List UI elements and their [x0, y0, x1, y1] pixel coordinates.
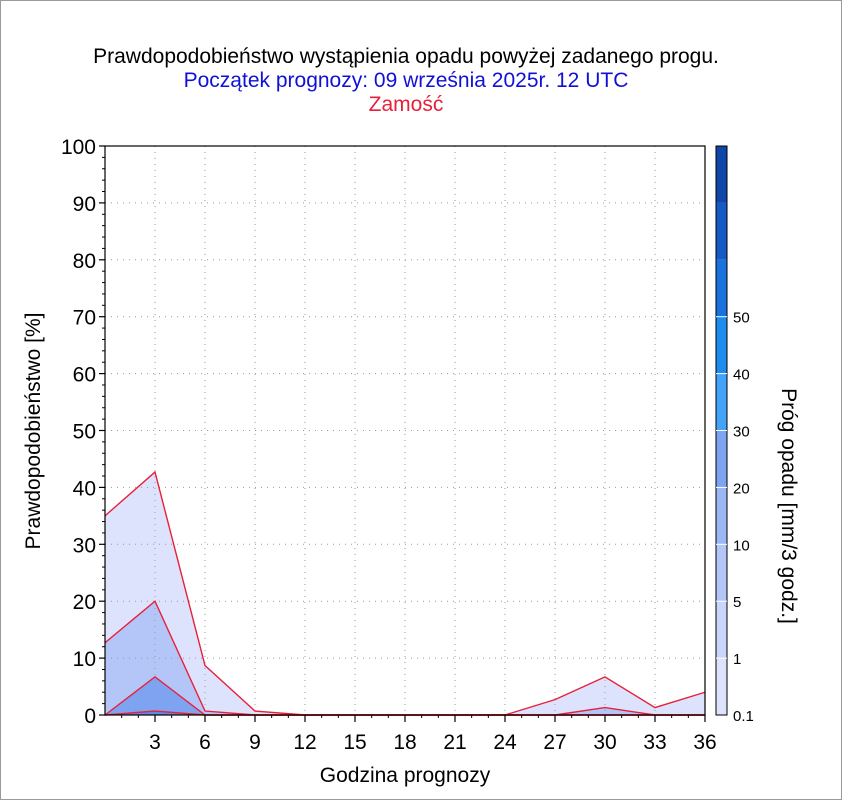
x-tick-label: 18	[393, 731, 416, 754]
colorbar-band	[716, 544, 727, 602]
colorbar-label: Próg opadu [mm/3 godz.]	[777, 388, 800, 624]
y-tick-label: 90	[73, 193, 96, 216]
colorbar-tick-label: 50	[733, 310, 750, 327]
colorbar-band	[716, 430, 727, 488]
y-axis-label: Prawdopodobieństwo [%]	[22, 313, 45, 550]
y-tick-label: 10	[73, 648, 96, 671]
y-tick-label: 60	[73, 364, 96, 387]
colorbar-band	[716, 487, 727, 545]
colorbar-tick-label: 1	[733, 651, 741, 668]
chart-location: Zamość	[369, 93, 444, 116]
colorbar-tick-label: 0.1	[733, 708, 754, 725]
y-tick-label: 30	[73, 534, 96, 557]
x-tick-label: 27	[543, 731, 566, 754]
x-tick-label: 30	[593, 731, 616, 754]
x-tick-label: 33	[643, 731, 666, 754]
y-tick-label: 0	[84, 705, 96, 728]
y-tick-label: 50	[73, 421, 96, 444]
x-axis-ticks: 3 6 9 12 15 18 21 24 27 30 33 36	[121, 715, 717, 754]
colorbar-tick-label: 10	[733, 537, 750, 554]
colorbar-band	[716, 373, 727, 431]
colorbar-band	[716, 316, 727, 374]
chart-title: Prawdopodobieństwo wystąpienia opadu pow…	[93, 45, 719, 68]
colorbar-tick-label: 20	[733, 480, 750, 497]
x-tick-label: 36	[693, 731, 716, 754]
x-tick-label: 21	[443, 731, 466, 754]
x-tick-label: 24	[493, 731, 517, 754]
colorbar-band	[716, 146, 727, 203]
y-tick-label: 80	[73, 250, 96, 273]
x-tick-label: 12	[293, 731, 316, 754]
colorbar-band	[716, 658, 727, 715]
x-axis-label: Godzina prognozy	[320, 764, 491, 787]
chart-subtitle: Początek prognozy: 09 września 2025r. 12…	[184, 69, 629, 92]
x-tick-label: 3	[149, 731, 161, 754]
grid-lines	[105, 146, 705, 715]
y-tick-label: 40	[73, 477, 96, 500]
colorbar-ticks: 0.1 1 5 10 20 30 40 50	[716, 310, 754, 725]
colorbar-tick-label: 40	[733, 367, 750, 384]
y-tick-label: 100	[61, 136, 96, 159]
x-tick-label: 15	[343, 731, 366, 754]
y-tick-label: 70	[73, 307, 96, 330]
colorbar-band	[716, 601, 727, 659]
y-tick-label: 20	[73, 591, 96, 614]
colorbar-band	[716, 202, 727, 260]
y-axis-ticks: 0 10 20 30 40 50 60 70 80 90 100	[61, 136, 105, 728]
colorbar-band	[716, 259, 727, 317]
x-tick-label: 9	[249, 731, 261, 754]
colorbar-tick-label: 30	[733, 424, 750, 441]
x-tick-label: 6	[199, 731, 211, 754]
colorbar-tick-label: 5	[733, 594, 741, 611]
